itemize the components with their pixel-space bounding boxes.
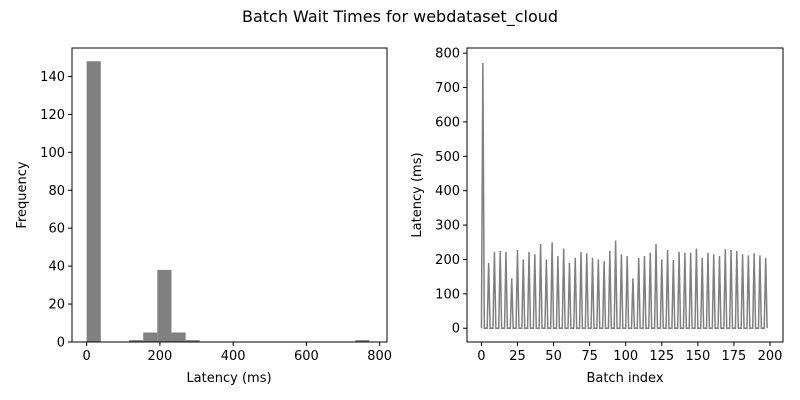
- x-tick-label: 0: [477, 349, 485, 364]
- histogram-y-ticks: 0 20 40 60 80 100 120 140: [40, 70, 72, 351]
- histogram-panel: 0 200 400 600 800 0 20 40 60 80 100 120 140 Latency…: [15, 47, 392, 386]
- histogram-bar: [157, 269, 172, 342]
- histogram-x-label: Latency (ms): [186, 371, 271, 386]
- y-tick-label: 400: [435, 184, 460, 199]
- y-tick-label: 80: [48, 184, 65, 199]
- x-tick-label: 150: [685, 349, 710, 364]
- line-x-ticks: 0 25 50 75 100 125 150 175 200: [477, 342, 782, 364]
- x-tick-label: 600: [294, 349, 319, 364]
- histogram-bar: [185, 340, 200, 342]
- y-tick-label: 0: [57, 336, 65, 351]
- histogram-bar: [171, 332, 186, 342]
- latency-series-line: [480, 62, 768, 329]
- line-y-label: Latency (ms): [410, 152, 425, 237]
- histogram-axes-frame: [71, 47, 388, 343]
- y-tick-label: 200: [435, 253, 460, 268]
- x-tick-label: 200: [147, 349, 172, 364]
- line-y-ticks: 0 100 200 300 400 500 600 700 800: [435, 47, 467, 337]
- y-tick-label: 500: [435, 150, 460, 165]
- x-tick-label: 75: [581, 349, 598, 364]
- y-tick-label: 100: [40, 146, 65, 161]
- y-tick-label: 800: [435, 47, 460, 62]
- histogram-bar: [355, 340, 370, 342]
- y-tick-label: 0: [452, 322, 460, 337]
- y-tick-label: 120: [40, 108, 65, 123]
- y-tick-label: 300: [435, 219, 460, 234]
- line-x-label: Batch index: [586, 371, 663, 386]
- line-panel: 0 25 50 75 100 125 150 175 200 0 100 200 300 400 500 6…: [410, 47, 784, 386]
- figure-title: Batch Wait Times for webdataset_cloud: [242, 7, 558, 27]
- x-tick-label: 125: [649, 349, 674, 364]
- x-tick-label: 25: [509, 349, 526, 364]
- x-tick-label: 200: [758, 349, 783, 364]
- x-tick-label: 175: [722, 349, 747, 364]
- y-tick-label: 60: [48, 222, 65, 237]
- histogram-bar: [86, 61, 101, 343]
- y-tick-label: 20: [48, 298, 65, 313]
- histogram-bars: [86, 61, 370, 343]
- y-tick-label: 40: [48, 260, 65, 275]
- histogram-x-ticks: 0 200 400 600 800: [83, 342, 392, 364]
- x-tick-label: 50: [545, 349, 562, 364]
- y-tick-label: 700: [435, 81, 460, 96]
- y-tick-label: 140: [40, 70, 65, 85]
- x-tick-label: 100: [613, 349, 638, 364]
- y-tick-label: 600: [435, 115, 460, 130]
- histogram-y-label: Frequency: [15, 161, 30, 228]
- x-tick-label: 400: [221, 349, 246, 364]
- x-tick-label: 0: [83, 349, 91, 364]
- histogram-bar: [143, 332, 158, 342]
- line-axes-frame: [466, 47, 784, 343]
- histogram-bar: [129, 340, 144, 342]
- y-tick-label: 100: [435, 287, 460, 302]
- x-tick-label: 800: [367, 349, 392, 364]
